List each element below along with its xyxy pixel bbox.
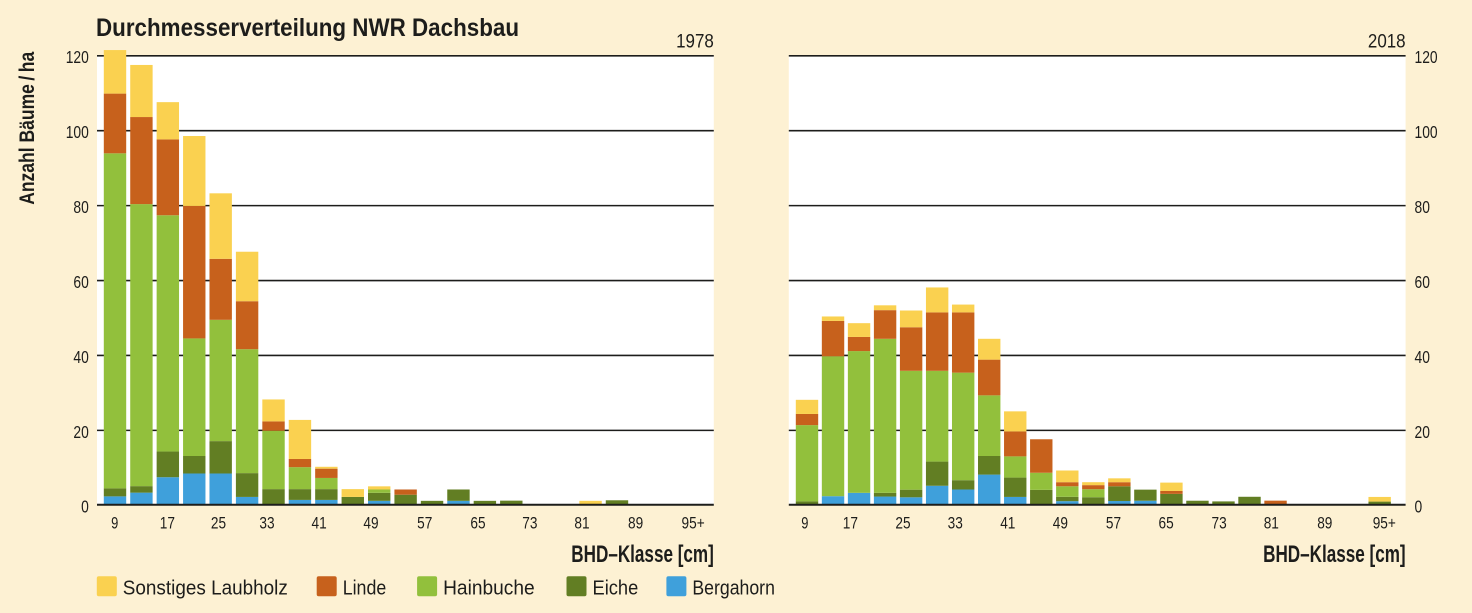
svg-text:Sonstiges Laubholz: Sonstiges Laubholz — [123, 576, 288, 599]
svg-text:89: 89 — [1317, 514, 1332, 533]
svg-text:33: 33 — [259, 514, 274, 533]
svg-text:57: 57 — [1106, 514, 1121, 533]
svg-text:95+: 95+ — [1373, 514, 1396, 533]
svg-text:95+: 95+ — [682, 514, 705, 533]
svg-text:89: 89 — [628, 514, 643, 533]
svg-text:0: 0 — [81, 497, 89, 517]
svg-text:Eiche: Eiche — [593, 576, 639, 599]
svg-text:BHD–Klasse [cm]: BHD–Klasse [cm] — [1263, 541, 1406, 568]
svg-text:80: 80 — [73, 197, 89, 217]
svg-text:81: 81 — [1264, 514, 1279, 533]
svg-text:33: 33 — [948, 514, 963, 533]
svg-text:Anzahl Bäume / ha: Anzahl Bäume / ha — [15, 51, 39, 205]
svg-text:73: 73 — [1212, 514, 1227, 533]
svg-text:0: 0 — [1415, 497, 1423, 517]
svg-text:25: 25 — [211, 514, 226, 533]
svg-text:1978: 1978 — [676, 30, 714, 52]
svg-text:41: 41 — [1000, 514, 1015, 533]
svg-text:120: 120 — [66, 47, 89, 67]
svg-text:Durchmesserverteilung NWR Dach: Durchmesserverteilung NWR Dachsbau — [96, 14, 519, 42]
svg-text:49: 49 — [1053, 514, 1068, 533]
svg-text:41: 41 — [312, 514, 327, 533]
svg-text:73: 73 — [522, 514, 537, 533]
svg-text:25: 25 — [895, 514, 910, 533]
svg-text:60: 60 — [1415, 272, 1431, 292]
svg-text:9: 9 — [801, 514, 808, 533]
svg-text:49: 49 — [363, 514, 378, 533]
svg-text:40: 40 — [1415, 347, 1431, 367]
svg-text:57: 57 — [417, 514, 432, 533]
svg-text:60: 60 — [73, 272, 89, 292]
svg-text:81: 81 — [574, 514, 589, 533]
svg-text:80: 80 — [1415, 197, 1431, 217]
svg-text:17: 17 — [843, 514, 858, 533]
svg-text:120: 120 — [1415, 47, 1438, 67]
svg-text:65: 65 — [470, 514, 485, 533]
svg-text:2018: 2018 — [1368, 30, 1406, 52]
svg-text:Bergahorn: Bergahorn — [692, 576, 775, 599]
svg-text:100: 100 — [1415, 122, 1438, 142]
svg-text:20: 20 — [73, 422, 89, 442]
svg-text:9: 9 — [111, 514, 118, 533]
svg-text:Hainbuche: Hainbuche — [443, 576, 535, 599]
svg-text:BHD–Klasse [cm]: BHD–Klasse [cm] — [571, 541, 714, 568]
svg-text:100: 100 — [66, 122, 89, 142]
svg-text:65: 65 — [1159, 514, 1174, 533]
svg-text:17: 17 — [160, 514, 175, 533]
svg-text:40: 40 — [73, 347, 89, 367]
svg-text:Linde: Linde — [343, 576, 387, 599]
svg-text:20: 20 — [1415, 422, 1431, 442]
